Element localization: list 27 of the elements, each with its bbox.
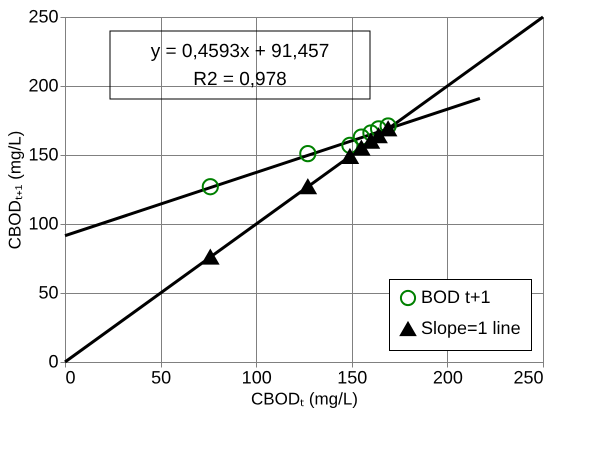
x-tick-label: 150 bbox=[337, 368, 368, 388]
point bbox=[352, 128, 370, 146]
point bbox=[202, 178, 219, 196]
x-tick-label: 200 bbox=[432, 368, 463, 388]
x-tick-label: 250 bbox=[513, 368, 544, 388]
point bbox=[352, 140, 370, 156]
y-tick-label: 150 bbox=[28, 144, 58, 164]
y-tick-label: 50 bbox=[38, 282, 58, 302]
point bbox=[299, 179, 316, 194]
y-tick-label: 100 bbox=[28, 214, 58, 234]
x-axis-title: CBODₜ (mg/L) bbox=[251, 390, 358, 408]
annotation: y = 0,4593x + 91,457 bbox=[150, 41, 330, 62]
y-tick-label: 0 bbox=[48, 352, 58, 372]
point bbox=[341, 136, 358, 154]
point bbox=[380, 121, 397, 136]
legend-label: Slope=1 line bbox=[421, 318, 521, 338]
y-tick-label: 200 bbox=[28, 76, 58, 96]
y-axis-title: CBODₜ₊₁ (mg/L) bbox=[5, 130, 24, 250]
point bbox=[299, 145, 316, 162]
point bbox=[202, 250, 219, 265]
x-tick-label: 0 bbox=[66, 368, 76, 388]
annotation: R2 = 0,978 bbox=[193, 69, 287, 90]
legend-label: BOD t+1 bbox=[421, 287, 491, 307]
point bbox=[341, 148, 358, 164]
y-tick-label: 250 bbox=[28, 6, 58, 26]
x-tick-label: 50 bbox=[151, 368, 172, 388]
x-tick-label: 100 bbox=[242, 368, 272, 388]
